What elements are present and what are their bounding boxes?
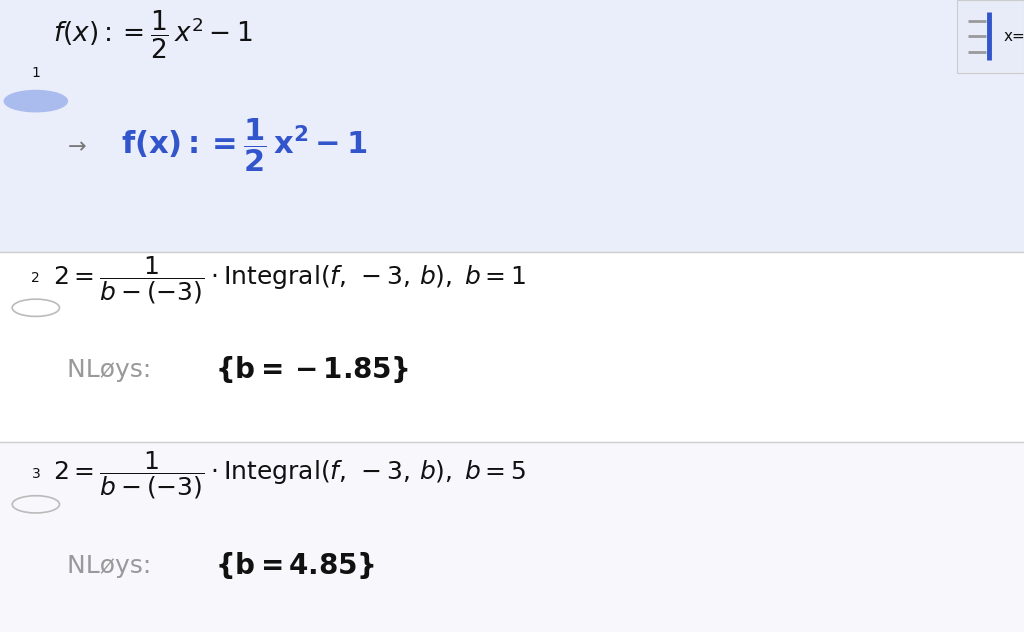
Text: $\mathbf{f(x) := \dfrac{1}{2}\,x^2 - 1}$: $\mathbf{f(x) := \dfrac{1}{2}\,x^2 - 1}$	[121, 116, 368, 174]
Text: NLøys:: NLøys:	[67, 554, 159, 578]
FancyBboxPatch shape	[957, 0, 1024, 73]
FancyBboxPatch shape	[0, 252, 1024, 442]
Text: 2: 2	[32, 271, 40, 285]
Text: $\mathbf{\{b = 4.85\}}$: $\mathbf{\{b = 4.85\}}$	[215, 550, 375, 581]
Text: $\rightarrow$: $\rightarrow$	[63, 135, 87, 155]
FancyBboxPatch shape	[0, 0, 1024, 252]
Text: x=: x=	[1004, 29, 1024, 44]
Text: $f(x) := \dfrac{1}{2}\,x^2 - 1$: $f(x) := \dfrac{1}{2}\,x^2 - 1$	[53, 9, 253, 61]
Text: $2 = \dfrac{1}{b - (-3)} \cdot \mathrm{Integral}(f,\,-3,\,b),\; b = 5$: $2 = \dfrac{1}{b - (-3)} \cdot \mathrm{I…	[53, 449, 526, 501]
Text: 3: 3	[32, 467, 40, 481]
Text: $2 = \dfrac{1}{b - (-3)} \cdot \mathrm{Integral}(f,\,-3,\,b),\; b = 1$: $2 = \dfrac{1}{b - (-3)} \cdot \mathrm{I…	[53, 254, 526, 306]
Ellipse shape	[4, 90, 68, 112]
Text: $\mathbf{\{b = -1.85\}}$: $\mathbf{\{b = -1.85\}}$	[215, 354, 409, 386]
Text: 1: 1	[32, 66, 40, 80]
FancyBboxPatch shape	[0, 442, 1024, 632]
Text: NLøys:: NLøys:	[67, 358, 159, 382]
